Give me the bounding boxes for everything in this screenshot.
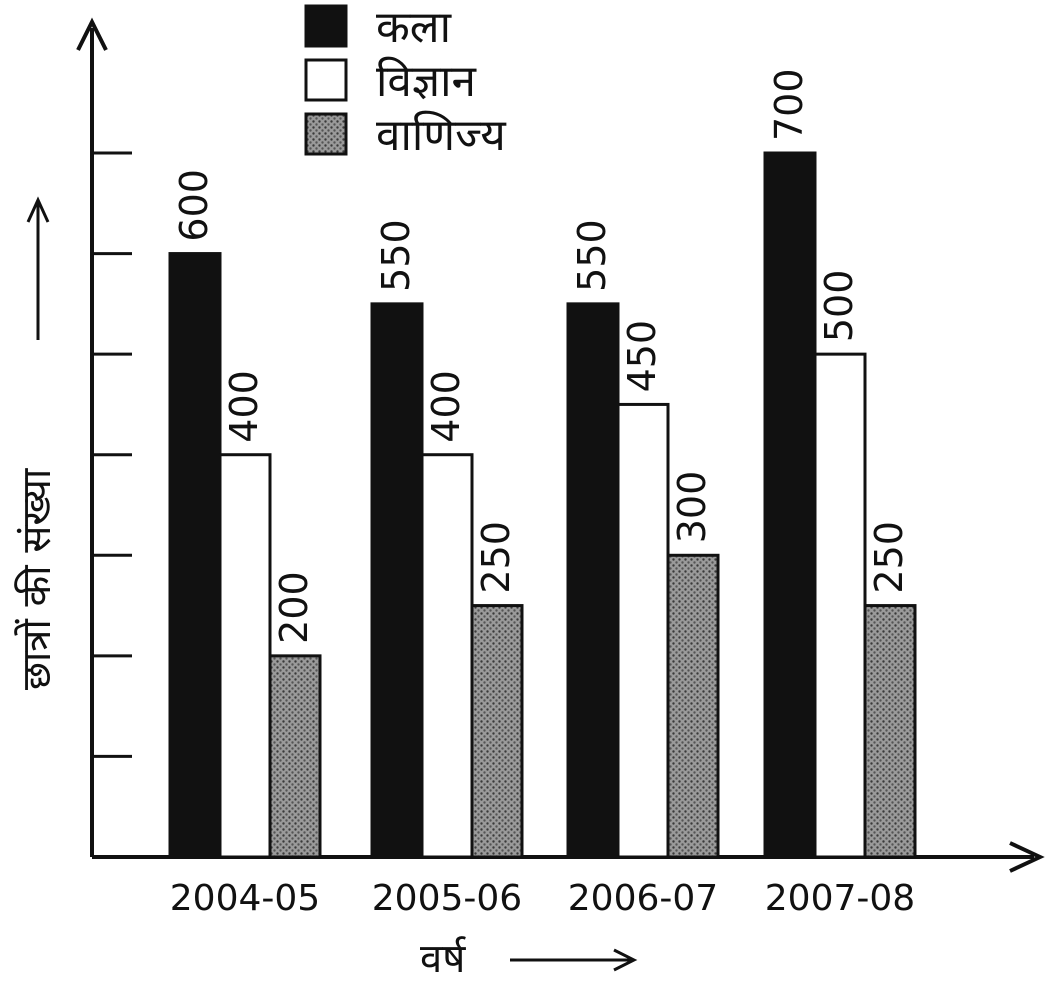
x-tick-label: 2006-07 xyxy=(568,878,718,919)
legend: कलाविज्ञानवाणिज्य xyxy=(304,2,507,161)
legend-label: वाणिज्य xyxy=(376,110,507,161)
legend-swatch xyxy=(304,4,348,48)
data-label: 550 xyxy=(570,219,614,292)
bar xyxy=(813,352,867,859)
data-label: 550 xyxy=(374,219,418,292)
data-label: 450 xyxy=(620,320,664,393)
data-label: 300 xyxy=(670,471,714,544)
x-tick-labels: 2004-05 2005-06 2006-07 2007-08 xyxy=(170,878,915,919)
legend-label: विज्ञान xyxy=(376,56,477,107)
bar xyxy=(566,302,620,859)
legend-label: कला xyxy=(376,2,453,53)
bar xyxy=(218,453,272,859)
axis-titles: वर्ष छात्रों की संख्या xyxy=(14,196,638,982)
legend-swatch xyxy=(304,58,348,102)
x-tick-label: 2005-06 xyxy=(372,878,522,919)
data-label: 500 xyxy=(817,270,861,343)
y-axis-title: छात्रों की संख्या xyxy=(14,468,60,690)
x-tick-label: 2004-05 xyxy=(170,878,320,919)
legend-swatch xyxy=(304,112,348,156)
data-label: 700 xyxy=(767,68,811,141)
data-label: 250 xyxy=(867,521,911,594)
x-axis-title: वर्ष xyxy=(420,936,466,982)
bar xyxy=(470,604,524,859)
data-label: 600 xyxy=(172,169,216,242)
data-label: 400 xyxy=(222,370,266,443)
bar xyxy=(616,402,670,859)
bar xyxy=(863,604,917,859)
bar xyxy=(420,453,474,859)
bar xyxy=(370,302,424,859)
bar xyxy=(168,252,222,859)
x-tick-label: 2007-08 xyxy=(765,878,915,919)
bar xyxy=(666,553,720,859)
data-label: 400 xyxy=(424,370,468,443)
data-label: 250 xyxy=(474,521,518,594)
data-label: 200 xyxy=(272,571,316,644)
y-title-arrowhead xyxy=(26,196,50,223)
x-title-arrowhead xyxy=(613,948,638,972)
y-axis-arrow xyxy=(76,17,108,51)
bar xyxy=(268,654,322,859)
bars xyxy=(168,151,917,859)
bar xyxy=(763,151,817,859)
x-axis-arrow xyxy=(1009,841,1045,873)
